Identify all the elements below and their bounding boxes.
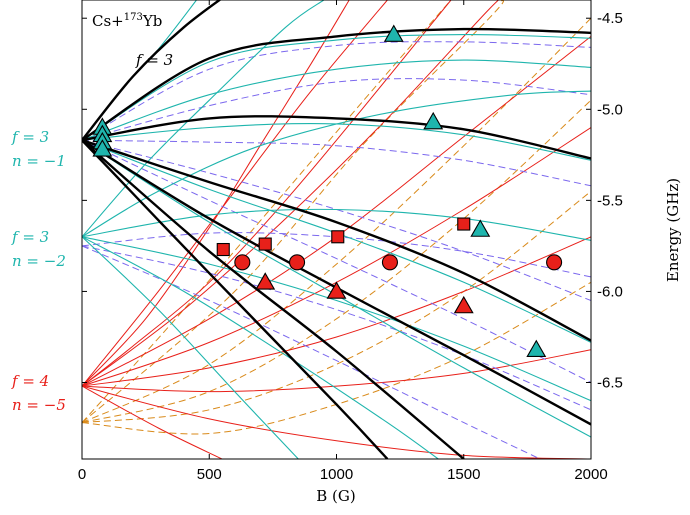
curve-blue-26 [82,245,541,459]
marker-square-8 [216,242,230,257]
curve-red-27 [82,0,388,387]
x-axis-label: B (G) [316,487,355,505]
curve-blue-23 [82,139,591,383]
marker-triangle-3 [92,139,113,157]
markers-layer [92,24,563,358]
curve-black-6 [82,139,389,459]
y-tick-label-2: -5.5 [597,192,623,209]
curve-cyan-17 [82,236,299,459]
marker-triangle-7 [526,339,547,358]
curve-blue-21 [82,139,591,187]
marker-triangle-16 [255,272,276,290]
marker-square-9 [258,237,272,251]
system-label-element: Yb [142,12,163,30]
curve-blue-25 [82,245,591,411]
marker-triangle-6 [470,219,491,237]
system-label-mass: 173 [124,12,143,23]
curve-cyan-10 [82,122,591,161]
top-f-label: f = 3 [135,51,173,69]
marker-square-10 [331,230,345,244]
marker-circle-15 [546,254,563,271]
curve-blue-20 [82,78,591,141]
curve-black-3 [82,139,591,342]
n-minus2-label: n = −2 [12,252,66,270]
y-tick-label-0: -4.5 [597,10,623,27]
curve-cyan-16 [82,236,439,459]
curve-red-36 [82,0,350,387]
curve-blue-19 [82,41,591,141]
curve-red-34 [82,385,223,459]
f3-label-2: f = 3 [11,228,49,246]
curve-black-5 [82,139,465,459]
marker-triangle-4 [383,24,404,42]
curve-cyan-18 [82,0,325,238]
f4-label: f = 4 [11,372,49,390]
f3-label: f = 3 [11,128,49,146]
curve-black-1 [82,27,591,142]
n-minus1-label: n = −1 [12,152,66,170]
curve-red-32 [82,349,591,393]
n-minus5-label: n = −5 [12,396,66,414]
x-tick-label-0: 0 [78,466,86,483]
marker-square-11 [457,217,471,231]
curve-black-0 [82,0,222,141]
y-tick-label-4: -6.5 [597,375,623,392]
curve-red-33 [82,385,591,459]
curve-red-35 [82,0,452,387]
curve-orange-42 [82,0,505,423]
system-label: Cs+173Yb [92,12,162,30]
curves-layer [82,0,591,459]
marker-triangle-5 [423,111,444,130]
x-tick-label-1: 500 [197,466,222,483]
y-tick-labels: -4.5 -5.0 -5.5 -6.0 -6.5 [597,10,623,391]
curve-blue-22 [82,139,591,301]
y-tick-label-1: -5.0 [597,101,623,118]
curve-orange-39 [82,190,591,424]
curve-cyan-15 [82,236,591,402]
marker-triangle-17 [326,281,347,299]
y-axis-label: Energy (GHz) [664,178,682,282]
x-tick-label-2: 1000 [320,466,353,483]
curve-red-28 [82,0,503,387]
curve-cyan-9 [82,59,591,141]
curve-orange-37 [82,17,591,424]
curve-orange-38 [82,99,591,424]
marker-circle-12 [234,254,251,271]
curve-black-2 [82,115,591,160]
marker-circle-13 [289,254,306,271]
curve-red-31 [82,236,591,387]
marker-circle-14 [381,254,398,271]
x-tick-label-4: 2000 [574,466,607,483]
curve-cyan-14 [82,208,591,241]
curve-cyan-8 [82,34,591,141]
system-label-prefix: Cs+ [92,12,124,30]
curve-cyan-13 [82,90,591,238]
ticks-layer [81,0,592,459]
y-tick-label-3: -6.0 [597,283,623,300]
marker-triangle-18 [453,295,474,314]
x-tick-label-3: 1500 [447,466,480,483]
x-tick-labels: 0 500 1000 1500 2000 [78,466,608,483]
